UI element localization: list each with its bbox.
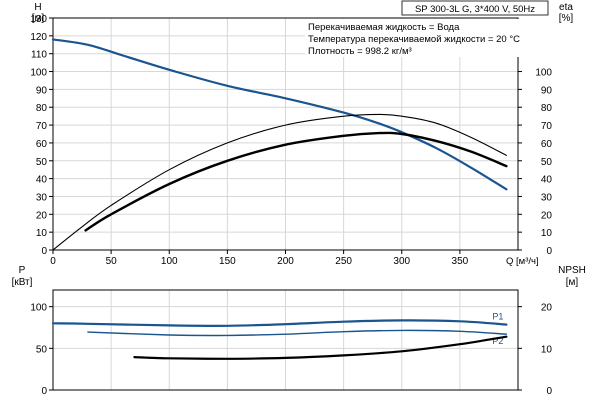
y-left-tick-label: 10 [36,228,48,239]
x-tick-label: 150 [219,256,236,267]
y-right-tick-label: 50 [541,157,553,168]
x-tick-label: 350 [452,256,469,267]
y2-right-axis-label: NPSH [558,265,586,276]
y2-left-tick-label: 100 [30,303,47,314]
series-line-3 [84,131,508,232]
y2-left-tick-label: 0 [41,386,47,397]
x-axis-label: Q [м³/ч] [506,256,539,267]
series-line-bottom-2 [87,329,508,337]
y-right-tick-label: 80 [541,103,553,114]
series-label-p1: P1 [492,312,503,322]
y-left-tick-label: 20 [36,210,48,221]
series-label-p2: P2 [492,336,503,346]
y-left-tick-label: 0 [41,246,47,257]
y-left-tick-label: 90 [36,85,48,96]
y-left-tick-label: 130 [30,14,47,25]
chart-title: SP 300-3L G, 3*400 V, 50Hz [415,4,535,15]
annotation-line: Температура перекачиваемой жидкости = 20… [308,34,520,45]
y-right-tick-label: 60 [541,139,553,150]
x-tick-label: 200 [277,256,294,267]
y-left-tick-label: 50 [36,157,48,168]
y2-right-tick-label: 0 [546,386,552,397]
y2-right-axis-unit: [м] [566,277,579,288]
series-line-1 [51,38,508,191]
y-right-tick-label: 0 [546,246,552,257]
annotation-line: Плотность = 998.2 кг/м³ [308,46,412,57]
x-tick-label: 300 [393,256,410,267]
y-right-tick-label: 40 [541,175,553,186]
y-right-tick-label: 20 [541,210,553,221]
y-left-axis-unit: [м] [32,13,45,24]
y-left-tick-label: 30 [36,192,48,203]
y2-left-axis-unit: [кВт] [12,277,33,288]
y2-right-tick-label: 20 [541,303,553,314]
y-left-tick-label: 100 [30,68,47,79]
x-tick-label: 250 [335,256,352,267]
y-left-tick-label: 40 [36,175,48,186]
y-right-axis-unit: [%] [559,13,574,24]
plot-frame-bottom [52,289,519,391]
y2-right-tick-label: 10 [541,344,553,355]
y-right-tick-label: 90 [541,85,553,96]
annotation-line: Перекачиваемая жидкость = Вода [308,22,460,33]
y-right-axis-label: eta [559,2,573,13]
series-line-bottom-1 [51,319,508,327]
y-right-tick-label: 10 [541,228,553,239]
y-left-axis-label: H [34,2,41,13]
y2-left-axis-label: P [19,265,26,276]
series-line-2 [52,113,507,251]
y-left-tick-label: 60 [36,139,48,150]
x-tick-label: 0 [50,256,56,267]
annotation-box [305,19,547,57]
title-box [401,0,549,16]
y-right-tick-label: 30 [541,192,553,203]
y-left-tick-label: 80 [36,103,48,114]
y-left-tick-label: 120 [30,32,47,43]
x-tick-label: 100 [161,256,178,267]
y-right-tick-label: 70 [541,121,553,132]
y-right-tick-label: 100 [535,68,552,79]
y2-left-tick-label: 50 [36,344,48,355]
series-line-bottom-3 [133,335,508,360]
y-left-tick-label: 110 [31,50,47,61]
x-tick-label: 50 [106,256,118,267]
y-left-tick-label: 70 [36,121,48,132]
